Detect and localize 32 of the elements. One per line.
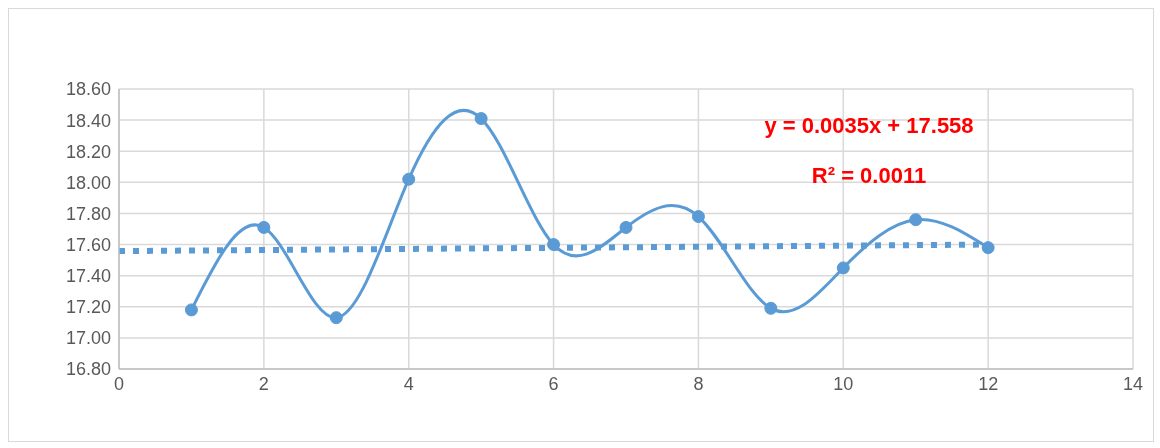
x-tick-label: 12 (978, 373, 999, 394)
y-tick-label: 17.80 (65, 203, 111, 224)
y-tick-label: 18.60 (65, 79, 111, 100)
y-tick-label: 17.00 (65, 328, 111, 349)
y-tick-label: 17.20 (65, 297, 111, 318)
y-tick-label: 17.60 (65, 234, 111, 255)
x-tick-label: 6 (548, 373, 559, 394)
x-tick-label: 8 (693, 373, 704, 394)
point (619, 220, 633, 234)
y-tick-label: 17.40 (65, 266, 111, 287)
point (474, 112, 488, 126)
point (402, 172, 416, 186)
point (764, 301, 778, 315)
y-tick-label: 18.00 (65, 172, 111, 193)
annotation: y = 0.0035x + 17.558 (763, 113, 975, 139)
y-tick-label: 16.80 (65, 359, 111, 380)
x-tick-label: 14 (1122, 373, 1144, 394)
point (547, 238, 561, 252)
x-tick-label: 2 (258, 373, 269, 394)
y-tick-label: 18.20 (65, 141, 111, 162)
point (691, 210, 705, 224)
point (257, 220, 271, 234)
point (909, 213, 923, 227)
point (184, 303, 198, 317)
point (981, 241, 995, 255)
x-tick-label: 4 (403, 373, 414, 394)
point (836, 261, 850, 275)
annotation: R² = 0.0011 (810, 163, 928, 189)
point (329, 311, 343, 325)
x-tick-label: 0 (113, 373, 125, 394)
x-tick-label: 10 (833, 373, 854, 394)
y-tick-label: 18.40 (65, 110, 111, 131)
